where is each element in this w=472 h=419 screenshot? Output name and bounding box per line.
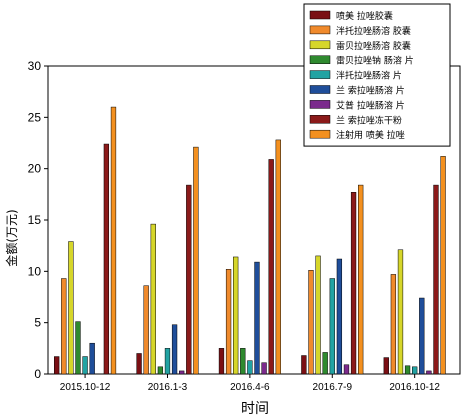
bar bbox=[397, 249, 404, 375]
bar bbox=[426, 370, 432, 375]
bar bbox=[268, 159, 274, 375]
x-tick-label: 2015.10-12 bbox=[60, 382, 111, 393]
bar bbox=[68, 241, 74, 375]
y-tick-label: 15 bbox=[28, 213, 42, 227]
bar bbox=[440, 156, 446, 375]
bar bbox=[179, 370, 185, 375]
bar bbox=[261, 362, 267, 375]
bar bbox=[350, 192, 357, 375]
legend-swatch bbox=[309, 100, 331, 109]
legend-entry: 泮托拉唑肠溶 片 bbox=[336, 70, 402, 82]
x-tick-label: 2016.7-9 bbox=[313, 382, 353, 393]
bar bbox=[61, 278, 67, 375]
legend-entry: 喷美 拉唑胶囊 bbox=[336, 10, 393, 22]
bar bbox=[82, 356, 88, 375]
bar bbox=[103, 143, 110, 375]
bar bbox=[343, 364, 350, 375]
bar bbox=[336, 258, 343, 375]
legend-swatch bbox=[309, 85, 331, 94]
bar bbox=[433, 184, 439, 375]
legend-swatch bbox=[309, 129, 331, 139]
bar bbox=[143, 285, 149, 375]
x-tick-label: 2016.4-6 bbox=[230, 382, 270, 393]
bar bbox=[358, 184, 364, 375]
legend-entry: 雷贝拉唑钠 肠溶 片 bbox=[336, 55, 414, 67]
legend-swatch bbox=[309, 10, 331, 20]
legend-swatch bbox=[309, 115, 331, 124]
y-tick-label: 5 bbox=[34, 316, 41, 330]
legend-entry: 兰 索拉唑肠溶 片 bbox=[336, 85, 405, 97]
y-tick-label: 0 bbox=[34, 367, 41, 381]
bar bbox=[240, 348, 246, 375]
legend-swatch bbox=[309, 25, 331, 35]
bar bbox=[383, 357, 389, 375]
bar bbox=[254, 261, 260, 375]
bar bbox=[301, 355, 307, 375]
bar bbox=[75, 321, 81, 375]
bar bbox=[247, 360, 253, 375]
y-tick-label: 20 bbox=[28, 162, 42, 176]
legend-entry: 艾普 拉唑肠溶 片 bbox=[336, 99, 405, 111]
legend-entry: 兰 索拉唑冻干粉 bbox=[336, 114, 402, 126]
legend-swatch bbox=[309, 40, 331, 50]
x-tick-label: 2016.1-3 bbox=[148, 382, 188, 393]
y-axis-label: 金额(万元) bbox=[4, 209, 19, 266]
legend-swatch bbox=[309, 70, 331, 79]
bar bbox=[54, 356, 60, 375]
bar bbox=[404, 365, 411, 375]
y-tick-label: 25 bbox=[28, 110, 42, 124]
ticks: 0 5 10 15 20 25 30 2015.10-12 2016.1-3 2016.4-6 20… bbox=[28, 59, 441, 393]
bar bbox=[218, 348, 225, 375]
bar bbox=[233, 256, 239, 375]
bar bbox=[412, 366, 418, 375]
bar bbox=[89, 342, 95, 375]
bar bbox=[315, 255, 321, 375]
x-axis-label: 时间 bbox=[241, 401, 269, 417]
bar bbox=[329, 278, 335, 375]
bar bbox=[225, 269, 232, 375]
bar bbox=[186, 184, 192, 375]
bar bbox=[171, 324, 178, 375]
y-tick-label: 30 bbox=[28, 59, 42, 73]
legend-entry: 雷贝拉唑肠溶 胶囊 bbox=[336, 40, 411, 52]
bar bbox=[157, 366, 164, 375]
legend-swatch bbox=[309, 55, 331, 64]
y-tick-label: 10 bbox=[28, 264, 42, 278]
bar bbox=[150, 223, 156, 375]
bar bbox=[110, 106, 117, 375]
x-tick-label: 2016.10-12 bbox=[389, 382, 440, 393]
bars bbox=[54, 106, 446, 375]
legend-entry: 注射用 喷美 拉唑 bbox=[336, 129, 405, 141]
bar bbox=[308, 270, 314, 375]
bar bbox=[164, 348, 171, 375]
bar bbox=[193, 146, 199, 375]
legend-entry: 泮托拉唑肠溶 胶囊 bbox=[336, 25, 411, 37]
bar bbox=[136, 353, 142, 375]
bar bbox=[419, 297, 425, 375]
bar bbox=[390, 274, 397, 375]
bar bbox=[322, 352, 328, 375]
bar bbox=[275, 139, 281, 375]
